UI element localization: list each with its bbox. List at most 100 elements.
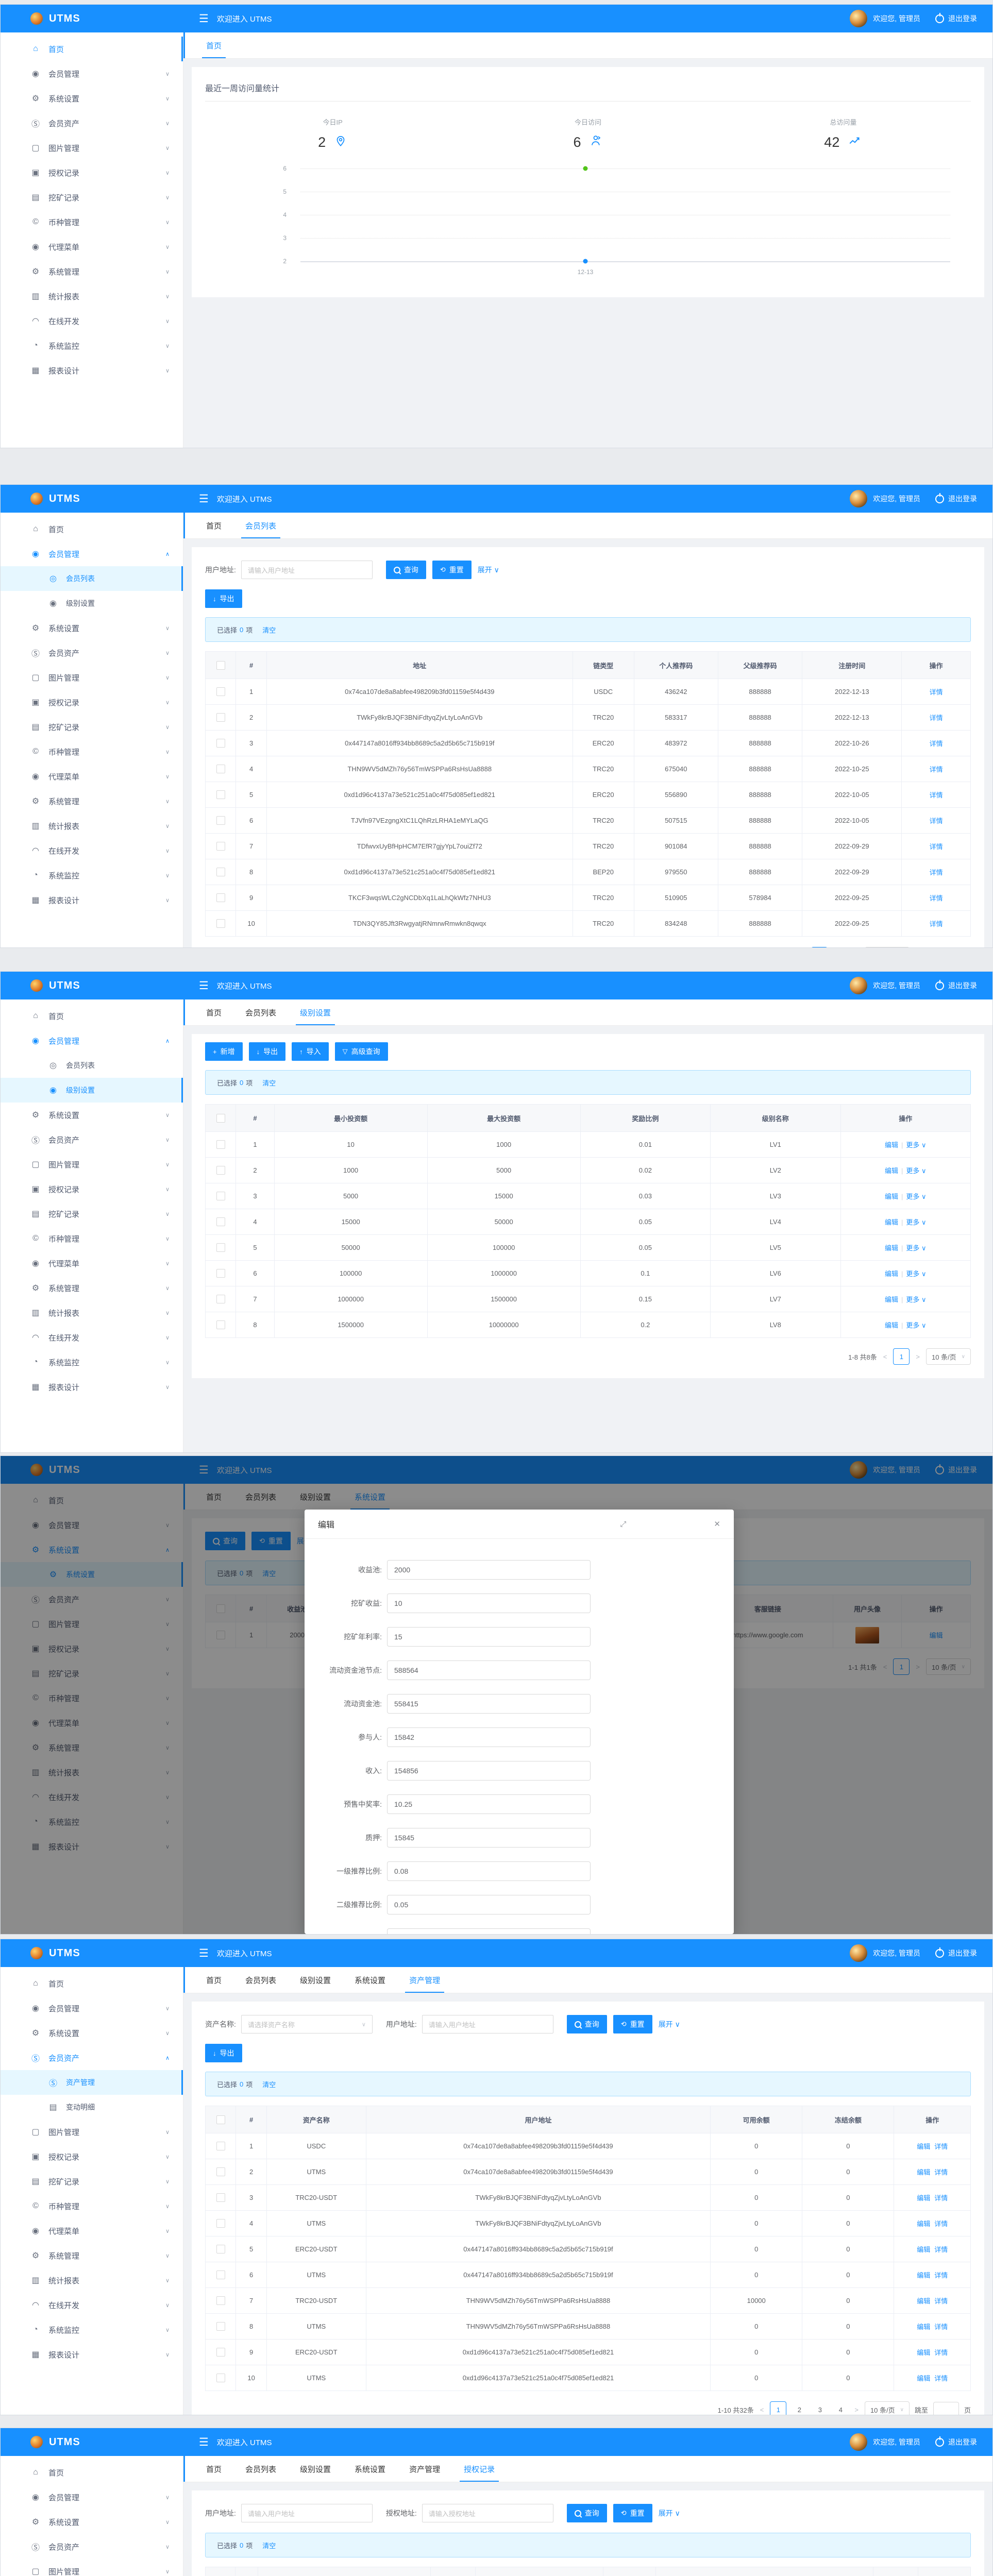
- sidebar-item-在线开发[interactable]: ◠ 在线开发 ∨: [1, 2293, 183, 2317]
- sidebar-item-系统设置[interactable]: ⚙ 系统设置 ∨: [1, 2021, 183, 2045]
- field-input[interactable]: 558415: [387, 1694, 591, 1714]
- field-input[interactable]: 10.25: [387, 1794, 591, 1814]
- op-link-更多 ∨[interactable]: 更多 ∨: [906, 1244, 927, 1252]
- sidebar-subitem-资产管理[interactable]: Ⓢ 资产管理: [1, 2070, 183, 2095]
- search-input[interactable]: 请输入用户地址: [241, 561, 373, 579]
- sidebar-item-系统设置[interactable]: ⚙ 系统设置 ∨: [1, 616, 183, 640]
- user-avatar[interactable]: [850, 1944, 868, 1962]
- page-number-1[interactable]: 1: [893, 1658, 910, 1675]
- tab-级别设置[interactable]: 级别设置: [300, 1976, 331, 1985]
- field-input[interactable]: 15: [387, 1627, 591, 1647]
- sidebar-item-统计报表[interactable]: ▥ 统计报表 ∨: [1, 284, 183, 309]
- sidebar-toggle-icon[interactable]: ☰: [199, 1464, 209, 1476]
- op-link-编辑[interactable]: 编辑: [884, 1193, 898, 1200]
- sidebar-item-代理菜单[interactable]: ◉ 代理菜单 ∨: [1, 234, 183, 259]
- sidebar-item-系统管理[interactable]: ⚙ 系统管理 ∨: [1, 789, 183, 814]
- sidebar-item-币种管理[interactable]: © 币种管理 ∨: [1, 739, 183, 764]
- op-link-详情[interactable]: 详情: [929, 843, 943, 851]
- user-avatar[interactable]: [850, 977, 868, 994]
- sidebar-item-挖矿记录[interactable]: ▤ 挖矿记录 ∨: [1, 715, 183, 739]
- sidebar-item-系统监控[interactable]: ◔ 系统监控 ∨: [1, 333, 183, 358]
- op-link-详情[interactable]: 详情: [929, 920, 943, 928]
- sidebar-toggle-icon[interactable]: ☰: [199, 493, 209, 505]
- op-link-更多 ∨[interactable]: 更多 ∨: [906, 1218, 927, 1226]
- sidebar-toggle-icon[interactable]: ☰: [199, 1947, 209, 1959]
- reset-button[interactable]: ⟲ 重置: [613, 2015, 652, 2033]
- tab-资产管理[interactable]: 资产管理: [405, 1975, 445, 1993]
- op-link-详情[interactable]: 详情: [934, 2168, 948, 2176]
- page-number-3[interactable]: 3: [818, 2405, 822, 2414]
- sidebar-item-会员管理[interactable]: ◉ 会员管理 ∨: [1, 1996, 183, 2021]
- field-input[interactable]: 0.03: [387, 1928, 591, 1934]
- tab-首页[interactable]: 首页: [206, 1009, 222, 1018]
- checkbox[interactable]: [216, 2270, 225, 2280]
- sidebar-item-统计报表[interactable]: ▥ 统计报表 ∨: [1, 814, 183, 838]
- sidebar-item-会员管理[interactable]: ◉ 会员管理 ∧: [1, 541, 183, 566]
- tab-系统设置[interactable]: 系统设置: [355, 1976, 386, 1985]
- search-select[interactable]: 请选择资产名称 ∨: [241, 2015, 373, 2033]
- checkbox[interactable]: [216, 713, 225, 722]
- sidebar-item-图片管理[interactable]: ▢ 图片管理 ∨: [1, 1152, 183, 1177]
- sidebar-toggle-icon[interactable]: ☰: [199, 2436, 209, 2448]
- page-number-1[interactable]: 1: [770, 2401, 787, 2415]
- op-link-编辑[interactable]: 编辑: [884, 1321, 898, 1329]
- query-button[interactable]: 查询: [205, 1532, 245, 1550]
- expand-link[interactable]: 展开 ∨: [658, 2509, 680, 2517]
- sidebar-item-系统监控[interactable]: ◔ 系统监控 ∨: [1, 1809, 183, 1834]
- fullscreen-icon[interactable]: ⤢: [620, 1519, 627, 1529]
- search-input[interactable]: 请输入授权地址: [422, 2504, 553, 2522]
- checkbox[interactable]: [216, 2219, 225, 2228]
- sidebar-item-系统设置[interactable]: ⚙ 系统设置 ∧: [1, 1537, 183, 1562]
- op-link-编辑[interactable]: 编辑: [884, 1296, 898, 1303]
- prev-page-button[interactable]: <: [760, 2405, 764, 2414]
- sidebar-item-挖矿记录[interactable]: ▤ 挖矿记录 ∨: [1, 1661, 183, 1686]
- next-page-button[interactable]: >: [916, 1663, 920, 1671]
- op-link-编辑[interactable]: 编辑: [917, 2349, 931, 2357]
- sidebar-subitem-会员列表[interactable]: ◎ 会员列表: [1, 1053, 183, 1078]
- sidebar-toggle-icon[interactable]: ☰: [199, 979, 209, 992]
- next-page-button[interactable]: >: [916, 1352, 920, 1361]
- sidebar-item-统计报表[interactable]: ▥ 统计报表 ∨: [1, 1760, 183, 1785]
- sidebar-subitem-级别设置[interactable]: ◉ 级别设置: [1, 1078, 183, 1103]
- sidebar-item-授权记录[interactable]: ▣ 授权记录 ∨: [1, 690, 183, 715]
- sidebar-item-会员资产[interactable]: Ⓢ 会员资产 ∨: [1, 111, 183, 135]
- sidebar-item-授权记录[interactable]: ▣ 授权记录 ∨: [1, 1636, 183, 1661]
- sidebar-subitem-变动明细[interactable]: ▤ 变动明细: [1, 2095, 183, 2120]
- sidebar-item-系统设置[interactable]: ⚙ 系统设置 ∨: [1, 1103, 183, 1127]
- sidebar-item-首页[interactable]: ⌂ 首页: [1, 1488, 183, 1513]
- sidebar-subitem-级别设置[interactable]: ◉ 级别设置: [1, 591, 183, 616]
- checkbox[interactable]: [216, 1295, 225, 1304]
- sidebar-item-挖矿记录[interactable]: ▤ 挖矿记录 ∨: [1, 185, 183, 210]
- sidebar-item-会员资产[interactable]: Ⓢ 会员资产 ∨: [1, 2534, 183, 2559]
- op-link-更多 ∨[interactable]: 更多 ∨: [906, 1321, 927, 1329]
- checkbox[interactable]: [216, 2167, 225, 2177]
- sidebar-item-报表设计[interactable]: ▦ 报表设计 ∨: [1, 1375, 183, 1399]
- sidebar-item-币种管理[interactable]: © 币种管理 ∨: [1, 210, 183, 234]
- op-link-详情[interactable]: 详情: [934, 2143, 948, 2150]
- op-link-详情[interactable]: 详情: [934, 2220, 948, 2228]
- op-link-更多 ∨[interactable]: 更多 ∨: [906, 1296, 927, 1303]
- sidebar-item-会员资产[interactable]: Ⓢ 会员资产 ∨: [1, 1127, 183, 1152]
- tab-资产管理[interactable]: 资产管理: [409, 2465, 441, 2474]
- tab-会员列表[interactable]: 会员列表: [245, 2465, 277, 2474]
- tab-系统设置[interactable]: 系统设置: [350, 1492, 390, 1510]
- page-number-1[interactable]: 1: [893, 1348, 910, 1365]
- logout-button[interactable]: 退出登录: [935, 13, 977, 24]
- 高级查询-button[interactable]: ▽ 高级查询: [334, 1042, 388, 1061]
- op-link-详情[interactable]: 详情: [929, 740, 943, 748]
- op-link-详情[interactable]: 详情: [934, 2323, 948, 2331]
- sidebar-item-币种管理[interactable]: © 币种管理 ∨: [1, 1686, 183, 1710]
- logout-button[interactable]: 退出登录: [935, 980, 977, 991]
- sidebar-item-挖矿记录[interactable]: ▤ 挖矿记录 ∨: [1, 2169, 183, 2194]
- checkbox[interactable]: [216, 893, 225, 903]
- op-link-更多 ∨[interactable]: 更多 ∨: [906, 1167, 927, 1175]
- checkbox[interactable]: [216, 1217, 225, 1227]
- prev-page-button[interactable]: <: [883, 1352, 887, 1361]
- op-link-编辑[interactable]: 编辑: [884, 1244, 898, 1252]
- checkbox[interactable]: [216, 2142, 225, 2151]
- op-link-详情[interactable]: 详情: [929, 714, 943, 722]
- tab-会员列表[interactable]: 会员列表: [245, 1009, 277, 1018]
- field-input[interactable]: 2000: [387, 1560, 591, 1580]
- sidebar-item-系统监控[interactable]: ◔ 系统监控 ∨: [1, 863, 183, 888]
- checkbox[interactable]: [216, 2322, 225, 2331]
